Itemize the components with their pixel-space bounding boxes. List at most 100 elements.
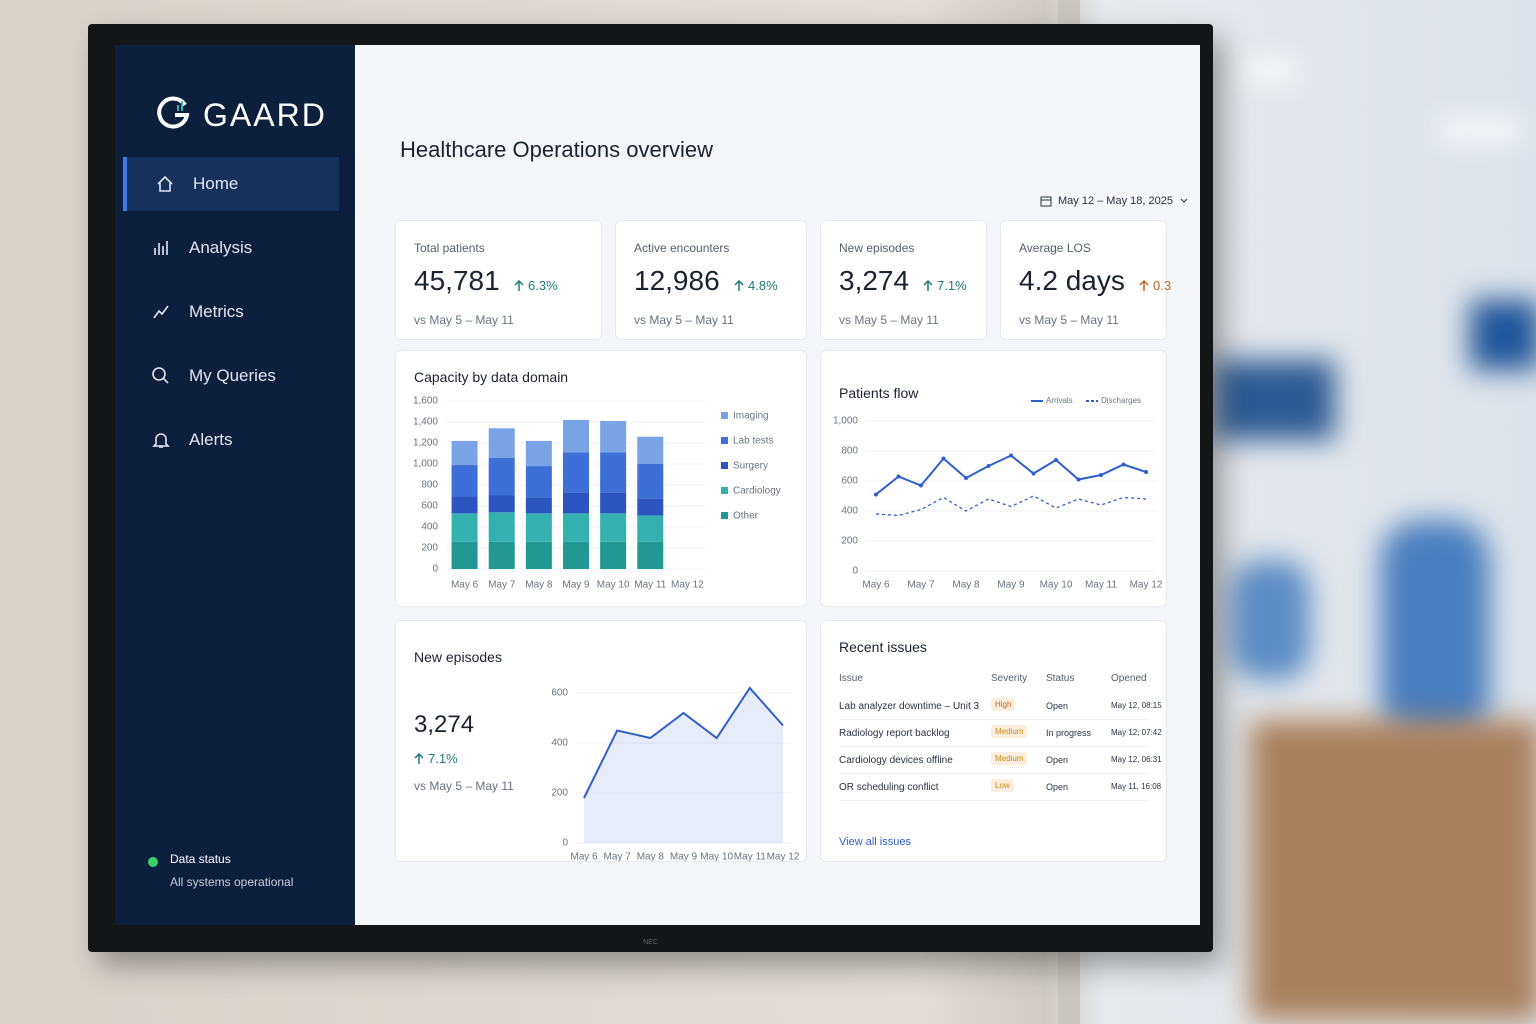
y-tick-label: 1,000: [833, 416, 858, 427]
status-title: Data status: [170, 852, 231, 866]
line-series: [875, 454, 1147, 496]
point: [1099, 473, 1103, 477]
bar-segment: [525, 541, 552, 569]
nav-item[interactable]: Alerts: [123, 413, 335, 467]
kpi-change-text: 7.1%: [937, 278, 967, 293]
issue-opened: May 11, 16:08: [1111, 782, 1162, 791]
x-tick-label: May 9: [562, 580, 590, 591]
column-header: Severity: [991, 673, 1028, 684]
x-tick-label: May 9: [670, 852, 698, 861]
chart-title: New episodes: [414, 649, 502, 665]
legend-label: Cardiology: [733, 486, 781, 497]
y-tick-label: 0: [432, 564, 438, 575]
x-tick-label: May 7: [907, 580, 935, 591]
kpi-change-text: 7.1%: [428, 751, 458, 766]
y-tick-label: 400: [421, 522, 438, 533]
x-tick-label: May 6: [451, 580, 479, 591]
issue-opened: May 12, 06:31: [1111, 755, 1162, 764]
bar-segment: [451, 465, 478, 497]
nav-item[interactable]: Analysis: [123, 221, 335, 275]
y-tick-label: 1,600: [413, 396, 438, 407]
monitor: NEC GAARD Data status All systems operat…: [88, 24, 1213, 952]
point: [1009, 453, 1013, 458]
x-tick-label: May 8: [952, 580, 980, 591]
bar-segment: [488, 428, 515, 458]
bar-segment: [451, 496, 478, 514]
bar-segment: [600, 492, 627, 514]
ceiling-light: [1240, 60, 1300, 82]
view-all-link[interactable]: View all issues: [839, 836, 911, 848]
row-divider: [839, 800, 1148, 801]
issue-opened: May 12, 08:15: [1111, 701, 1162, 710]
chevron: [1180, 198, 1188, 203]
bar-segment: [451, 513, 478, 542]
ceiling-light: [1440, 120, 1520, 140]
point: [1144, 470, 1148, 474]
bar-segment: [525, 440, 552, 467]
kpi-change: 0.3: [1139, 278, 1171, 293]
arrow-icon: [514, 279, 524, 291]
legend-swatch: [721, 512, 728, 519]
y-tick-label: 800: [841, 446, 858, 457]
sign: [1470, 300, 1536, 370]
x-tick-label: May 8: [637, 852, 665, 861]
chart-card: Capacity by data domain 0 200 400 600 800 1,0…: [395, 350, 807, 607]
y-tick-label: 200: [841, 536, 858, 547]
x-tick-label: May 10: [597, 580, 630, 591]
bar-segment: [600, 513, 627, 542]
chart: 0 200 400 600 800 1,000 1,200 1,400 1,600 May 6 Ma…: [413, 396, 781, 591]
arrow-icon: [1139, 279, 1149, 291]
icon-shape: [153, 305, 169, 319]
legend-label: Surgery: [733, 461, 768, 472]
bar-segment: [488, 541, 515, 569]
legend-label: Other: [733, 511, 759, 522]
chart-card: New episodes 3,274 7.1% vs May 5 – May 1…: [395, 620, 807, 862]
calendar-icon: [1040, 196, 1052, 207]
legend-swatch: [721, 412, 728, 419]
row-divider: [839, 773, 1148, 774]
y-tick-label: 600: [551, 688, 568, 699]
chart-title: Capacity by data domain: [414, 369, 569, 385]
chart-title: Patients flow: [839, 385, 919, 401]
kpi-compare: vs May 5 – May 11: [1019, 313, 1119, 327]
bar-segment: [563, 419, 589, 453]
icon-shape: [154, 241, 168, 255]
bar-segment: [488, 512, 515, 542]
legend-label: Arrivals: [1046, 396, 1073, 405]
legend-swatch: [721, 487, 728, 494]
nav-icon: [154, 241, 168, 255]
legend-swatch: [721, 437, 728, 444]
issue-opened: May 12, 07:42: [1111, 728, 1162, 737]
kpi-label: Average LOS: [1019, 241, 1091, 255]
chart: 0 200 400 600 800 1,000 May 6 May 7 May 8 May 9 Ma…: [833, 396, 1163, 591]
nav-icon: [152, 367, 169, 384]
bar-segment: [600, 420, 627, 453]
point: [874, 492, 878, 497]
area-line: [583, 686, 784, 799]
y-tick-label: 0: [562, 838, 568, 849]
bar-segment: [563, 492, 589, 514]
date-range[interactable]: May 12 – May 18, 2025: [1040, 195, 1189, 207]
legend-label: Discharges: [1101, 396, 1141, 405]
issue-status: In progress: [1046, 728, 1092, 738]
nav-icon: [152, 433, 170, 448]
nav-item[interactable]: My Queries: [123, 349, 335, 403]
nav-item[interactable]: Metrics: [123, 285, 335, 339]
column-header: Status: [1046, 673, 1075, 684]
y-tick-label: 800: [421, 480, 438, 491]
bar-segment: [637, 541, 664, 569]
bar-segment: [563, 541, 589, 569]
kpi-compare: vs May 5 – May 11: [414, 313, 514, 327]
issue-name: Cardiology devices offline: [839, 755, 953, 766]
issue-name: OR scheduling conflict: [839, 782, 939, 793]
issues-title: Recent issues: [839, 639, 927, 655]
nav-icon: [153, 305, 169, 319]
kpi-label: New episodes: [839, 241, 915, 255]
nav-item[interactable]: Home: [123, 157, 339, 211]
issue-status: Open: [1046, 782, 1069, 792]
x-tick-label: May 11: [634, 580, 666, 591]
status-dot: [148, 857, 158, 867]
kpi-compare: vs May 5 – May 11: [839, 313, 939, 327]
